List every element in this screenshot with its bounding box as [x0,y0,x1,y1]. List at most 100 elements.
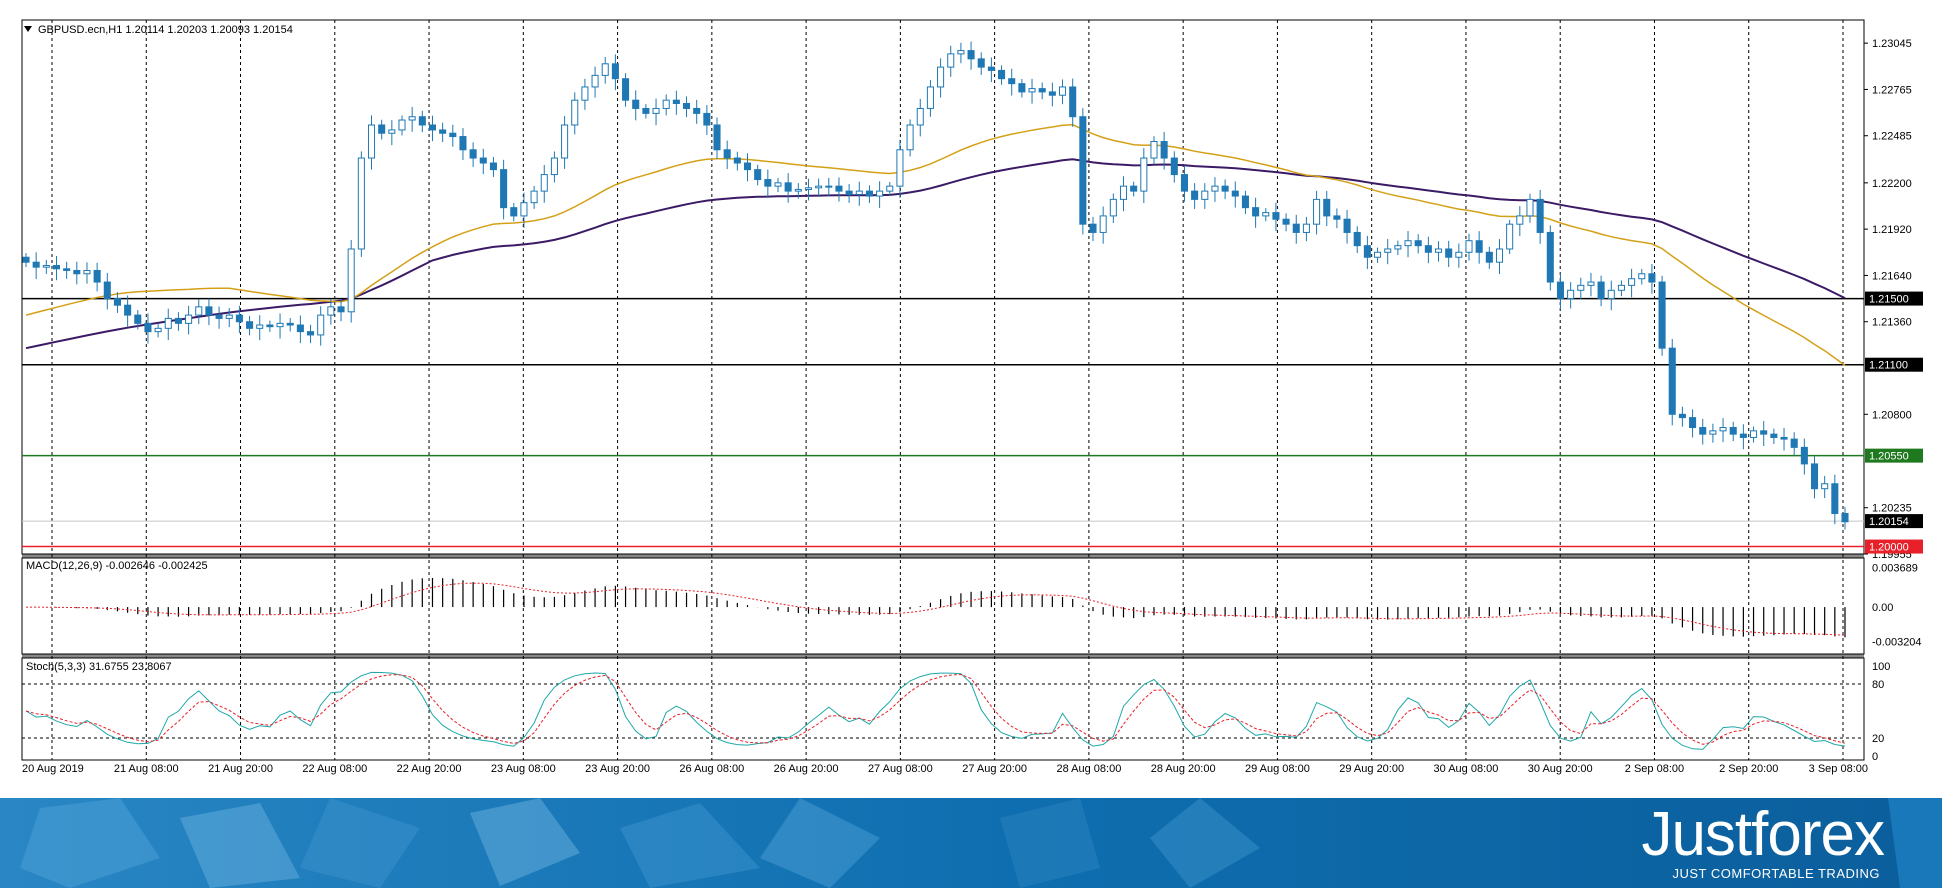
candle-body [703,112,711,126]
candle-body [1729,427,1737,435]
macd-label: MACD(12,26,9) -0.002646 -0.002425 [26,560,208,572]
candle-body [601,63,609,76]
candle-body [1201,190,1209,200]
stoch-signal-line [25,673,1846,745]
candle-body [682,102,691,109]
x-tick-label: 29 Aug 20:00 [1339,763,1404,775]
candle-body [1434,248,1443,253]
candle-body [581,86,589,101]
macd-panel-frame [21,557,1865,655]
candle-body [1495,248,1504,263]
candle-body [561,124,569,159]
candle-body [550,157,558,176]
x-tick-label: 3 Sep 08:00 [1809,763,1868,775]
x-tick-label: 28 Aug 20:00 [1151,763,1216,775]
candle-body [754,169,762,181]
level-tag-label: 1.20154 [1869,516,1909,528]
price-tick-label: 1.21640 [1872,270,1912,282]
candle-body [327,306,335,316]
candle-body [926,86,934,109]
candle-body [1353,231,1361,247]
candle-body [1821,483,1829,490]
candle-body [1780,436,1788,440]
candle-body [1079,116,1087,225]
candle-body [1648,273,1656,283]
candle-body [611,63,619,80]
candle-body [947,53,955,68]
candle-body [154,327,162,333]
time-axis: 20 Aug 2019 21 Aug 08:00 21 Aug 20:00 22 Au… [22,763,1868,775]
candle-body [1109,198,1117,217]
candle-body [937,66,945,88]
x-tick-label: 29 Aug 08:00 [1245,763,1310,775]
candle-body [286,322,294,326]
candle-body [672,99,680,104]
x-tick-label: 21 Aug 08:00 [114,763,179,775]
macd-axis-label: 0.003689 [1872,563,1918,575]
candle-body [1567,289,1575,300]
brand-logo: Justforex [1641,800,1885,869]
candle-body [1536,198,1544,233]
candle-body [1302,223,1310,233]
candle-body [1841,512,1849,523]
candle-body [1221,185,1229,192]
candle-body [124,304,132,316]
candle-body [1597,281,1605,300]
candle-body [1028,88,1036,93]
candle-body [1617,284,1625,291]
candle-body [388,129,396,134]
candle-body [1526,198,1534,217]
x-tick-label: 21 Aug 20:00 [208,763,273,775]
candle-body [540,174,548,192]
candle-body [510,207,518,217]
candle-body [804,187,813,190]
candle-body [906,124,914,151]
candle-body [1577,284,1585,291]
candle-body [1262,212,1270,217]
candle-body [1069,86,1077,118]
candle-body [428,124,437,131]
candle-body [1384,248,1392,253]
candle-body [1180,174,1189,192]
candle-body [977,58,985,68]
candle-body [144,322,152,333]
macd-axis-label: 0.00 [1872,602,1893,614]
stoch-axis-label: 20 [1872,733,1884,745]
candle-body [1638,273,1646,280]
candle-body [317,314,325,336]
candle-body [520,202,528,217]
candle-body [1506,223,1514,250]
dropdown-triangle-icon[interactable] [24,26,32,32]
candle-body [439,129,447,134]
candle-body [103,281,111,300]
level-tag-bg [1865,539,1923,554]
candle-body [469,149,477,159]
candle-body [408,116,416,121]
price-tick-label: 1.20235 [1872,503,1912,515]
candle-body [337,306,345,313]
candle-body [774,182,782,187]
candle-body [1272,212,1280,220]
x-tick-label: 26 Aug 08:00 [679,763,744,775]
candle-body [1699,427,1707,435]
price-tick-label: 1.22485 [1872,131,1912,143]
level-tag-bg [1865,514,1923,529]
x-tick-label: 23 Aug 08:00 [491,763,556,775]
candle-body [1038,88,1046,93]
candle-body [1374,251,1382,258]
candle-body [1313,198,1321,225]
price-tick-label: 1.22765 [1872,84,1912,96]
candle-body [489,162,497,171]
candle-body [1628,278,1636,286]
candle-body [998,69,1006,80]
candle-body [266,324,274,328]
brand-banner [0,798,1942,888]
x-tick-label: 28 Aug 08:00 [1056,763,1121,775]
candle-body [1668,347,1676,415]
candle-body [896,149,904,187]
candle-body [205,306,213,316]
price-tick-label: 1.23045 [1872,38,1912,50]
candle-body [591,74,599,88]
candle-body [83,269,91,275]
